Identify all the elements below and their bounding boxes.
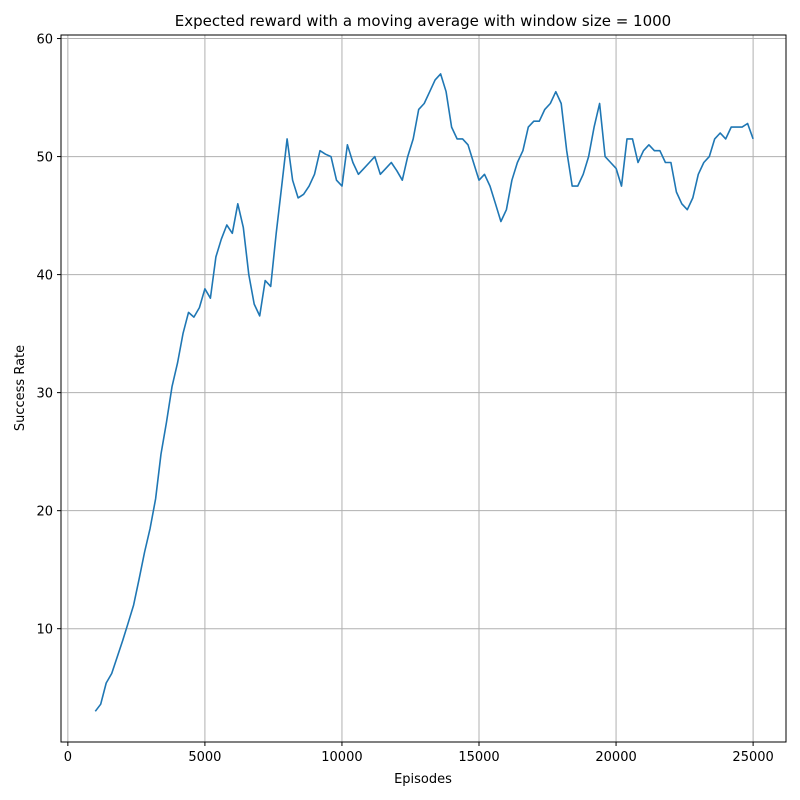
- x-tick-label: 10000: [321, 750, 362, 765]
- y-tick-label: 10: [36, 623, 53, 638]
- x-tick-label: 20000: [595, 750, 636, 765]
- y-tick-label: 40: [36, 269, 53, 284]
- x-tick-label: 15000: [458, 750, 499, 765]
- x-axis: 0 5000 10000 15000 20000 25000: [64, 742, 774, 765]
- x-tick-label: 25000: [732, 750, 773, 765]
- y-tick-label: 60: [36, 33, 53, 48]
- grid: [61, 35, 786, 742]
- y-tick-label: 20: [36, 505, 53, 520]
- x-tick-label: 5000: [188, 750, 221, 765]
- y-axis: 10 20 30 40 50 60: [36, 33, 61, 638]
- chart-title: Expected reward with a moving average wi…: [175, 12, 671, 30]
- y-tick-label: 30: [36, 387, 53, 402]
- series-line: [94, 73, 754, 712]
- plot-frame: [60, 34, 787, 743]
- series-line-group: [94, 73, 754, 712]
- y-axis-label: Success Rate: [13, 345, 28, 431]
- y-tick-label: 50: [36, 151, 53, 166]
- x-tick-label: 0: [64, 750, 72, 765]
- x-axis-label: Episodes: [394, 772, 452, 787]
